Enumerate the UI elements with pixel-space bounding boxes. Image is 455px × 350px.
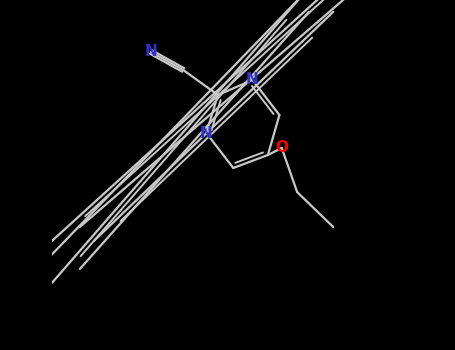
Text: N: N xyxy=(145,44,157,60)
Text: N: N xyxy=(246,72,259,88)
Text: N: N xyxy=(200,126,213,140)
Text: O: O xyxy=(275,140,288,155)
